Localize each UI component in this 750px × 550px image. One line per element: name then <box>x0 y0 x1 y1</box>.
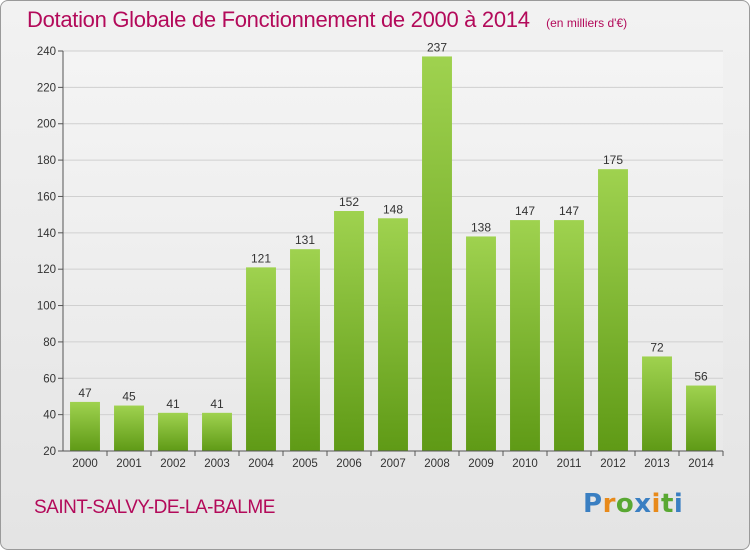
bars: 47 45 41 41 121 131 152 148 237 138 147 147 175 72 56 <box>70 40 716 452</box>
bar-2002 <box>158 412 188 451</box>
bar-2014 <box>686 385 716 451</box>
bar-2004 <box>246 267 276 451</box>
bar-value-label: 148 <box>383 202 403 216</box>
bar-value-label: 41 <box>166 397 180 411</box>
x-tick-label: 2002 <box>160 458 186 470</box>
bar-value-label: 121 <box>251 251 271 265</box>
x-tick-label: 2009 <box>468 458 494 470</box>
bar-2001 <box>114 405 144 451</box>
y-tick-label: 20 <box>43 446 56 458</box>
chart-title-row: Dotation Globale de Fonctionnement de 20… <box>27 7 627 33</box>
x-tick-label: 2006 <box>336 458 362 470</box>
chart-title: Dotation Globale de Fonctionnement de 20… <box>27 7 530 32</box>
bar-value-label: 138 <box>471 220 491 234</box>
bar-2008 <box>422 56 452 452</box>
bar-2003 <box>202 412 232 451</box>
axes: 20 40 60 80 100 120 140 160 180 200 220 240 2000 2001… <box>37 46 724 470</box>
x-tick-label: 2003 <box>204 458 230 470</box>
proxiti-logo: Proxiti <box>583 489 684 519</box>
bar-2013 <box>642 356 672 451</box>
x-tick-label: 2011 <box>557 458 582 470</box>
bar-2000 <box>70 401 100 451</box>
bar-value-label: 47 <box>78 386 92 400</box>
y-tick-label: 120 <box>37 264 56 276</box>
y-tick-label: 160 <box>37 191 56 203</box>
x-tick-label: 2014 <box>688 458 714 470</box>
y-tick-label: 180 <box>37 155 56 167</box>
x-tick-label: 2010 <box>512 458 538 470</box>
bar-value-label: 45 <box>122 390 136 404</box>
bar-value-label: 175 <box>603 153 623 167</box>
commune-name: SAINT-SALVY-DE-LA-BALME <box>34 497 275 518</box>
bar-value-label: 56 <box>694 370 708 384</box>
y-tick-label: 140 <box>37 228 56 240</box>
bar-2006 <box>334 211 364 451</box>
bar-2007 <box>378 218 408 451</box>
x-tick-label: 2012 <box>600 458 626 470</box>
bar-2005 <box>290 249 320 451</box>
bar-2009 <box>466 236 496 451</box>
y-tick-label: 220 <box>37 82 56 94</box>
bar-2010 <box>510 220 540 451</box>
bar-value-label: 131 <box>295 233 315 247</box>
chart-unit-label: (en milliers d'€) <box>546 16 628 30</box>
y-tick-label: 60 <box>43 373 56 385</box>
bar-2011 <box>554 220 584 451</box>
y-tick-label: 80 <box>43 337 56 349</box>
y-tick-label: 40 <box>43 410 56 422</box>
bar-value-label: 147 <box>515 204 535 218</box>
bar-value-label: 237 <box>427 40 447 54</box>
x-tick-label: 2013 <box>644 458 670 470</box>
x-tick-label: 2007 <box>380 458 406 470</box>
bar-value-label: 152 <box>339 195 359 209</box>
bar-value-label: 72 <box>650 340 664 354</box>
x-tick-label: 2005 <box>292 458 318 470</box>
bar-value-label: 147 <box>559 204 579 218</box>
x-tick-label: 2008 <box>424 458 450 470</box>
y-tick-label: 240 <box>37 46 56 58</box>
x-tick-label: 2001 <box>116 458 142 470</box>
x-tick-label: 2000 <box>72 458 98 470</box>
y-tick-label: 200 <box>37 119 56 131</box>
x-tick-label: 2004 <box>248 458 274 470</box>
bar-value-label: 41 <box>210 397 224 411</box>
y-tick-label: 100 <box>37 301 56 313</box>
bar-2012 <box>598 169 628 451</box>
